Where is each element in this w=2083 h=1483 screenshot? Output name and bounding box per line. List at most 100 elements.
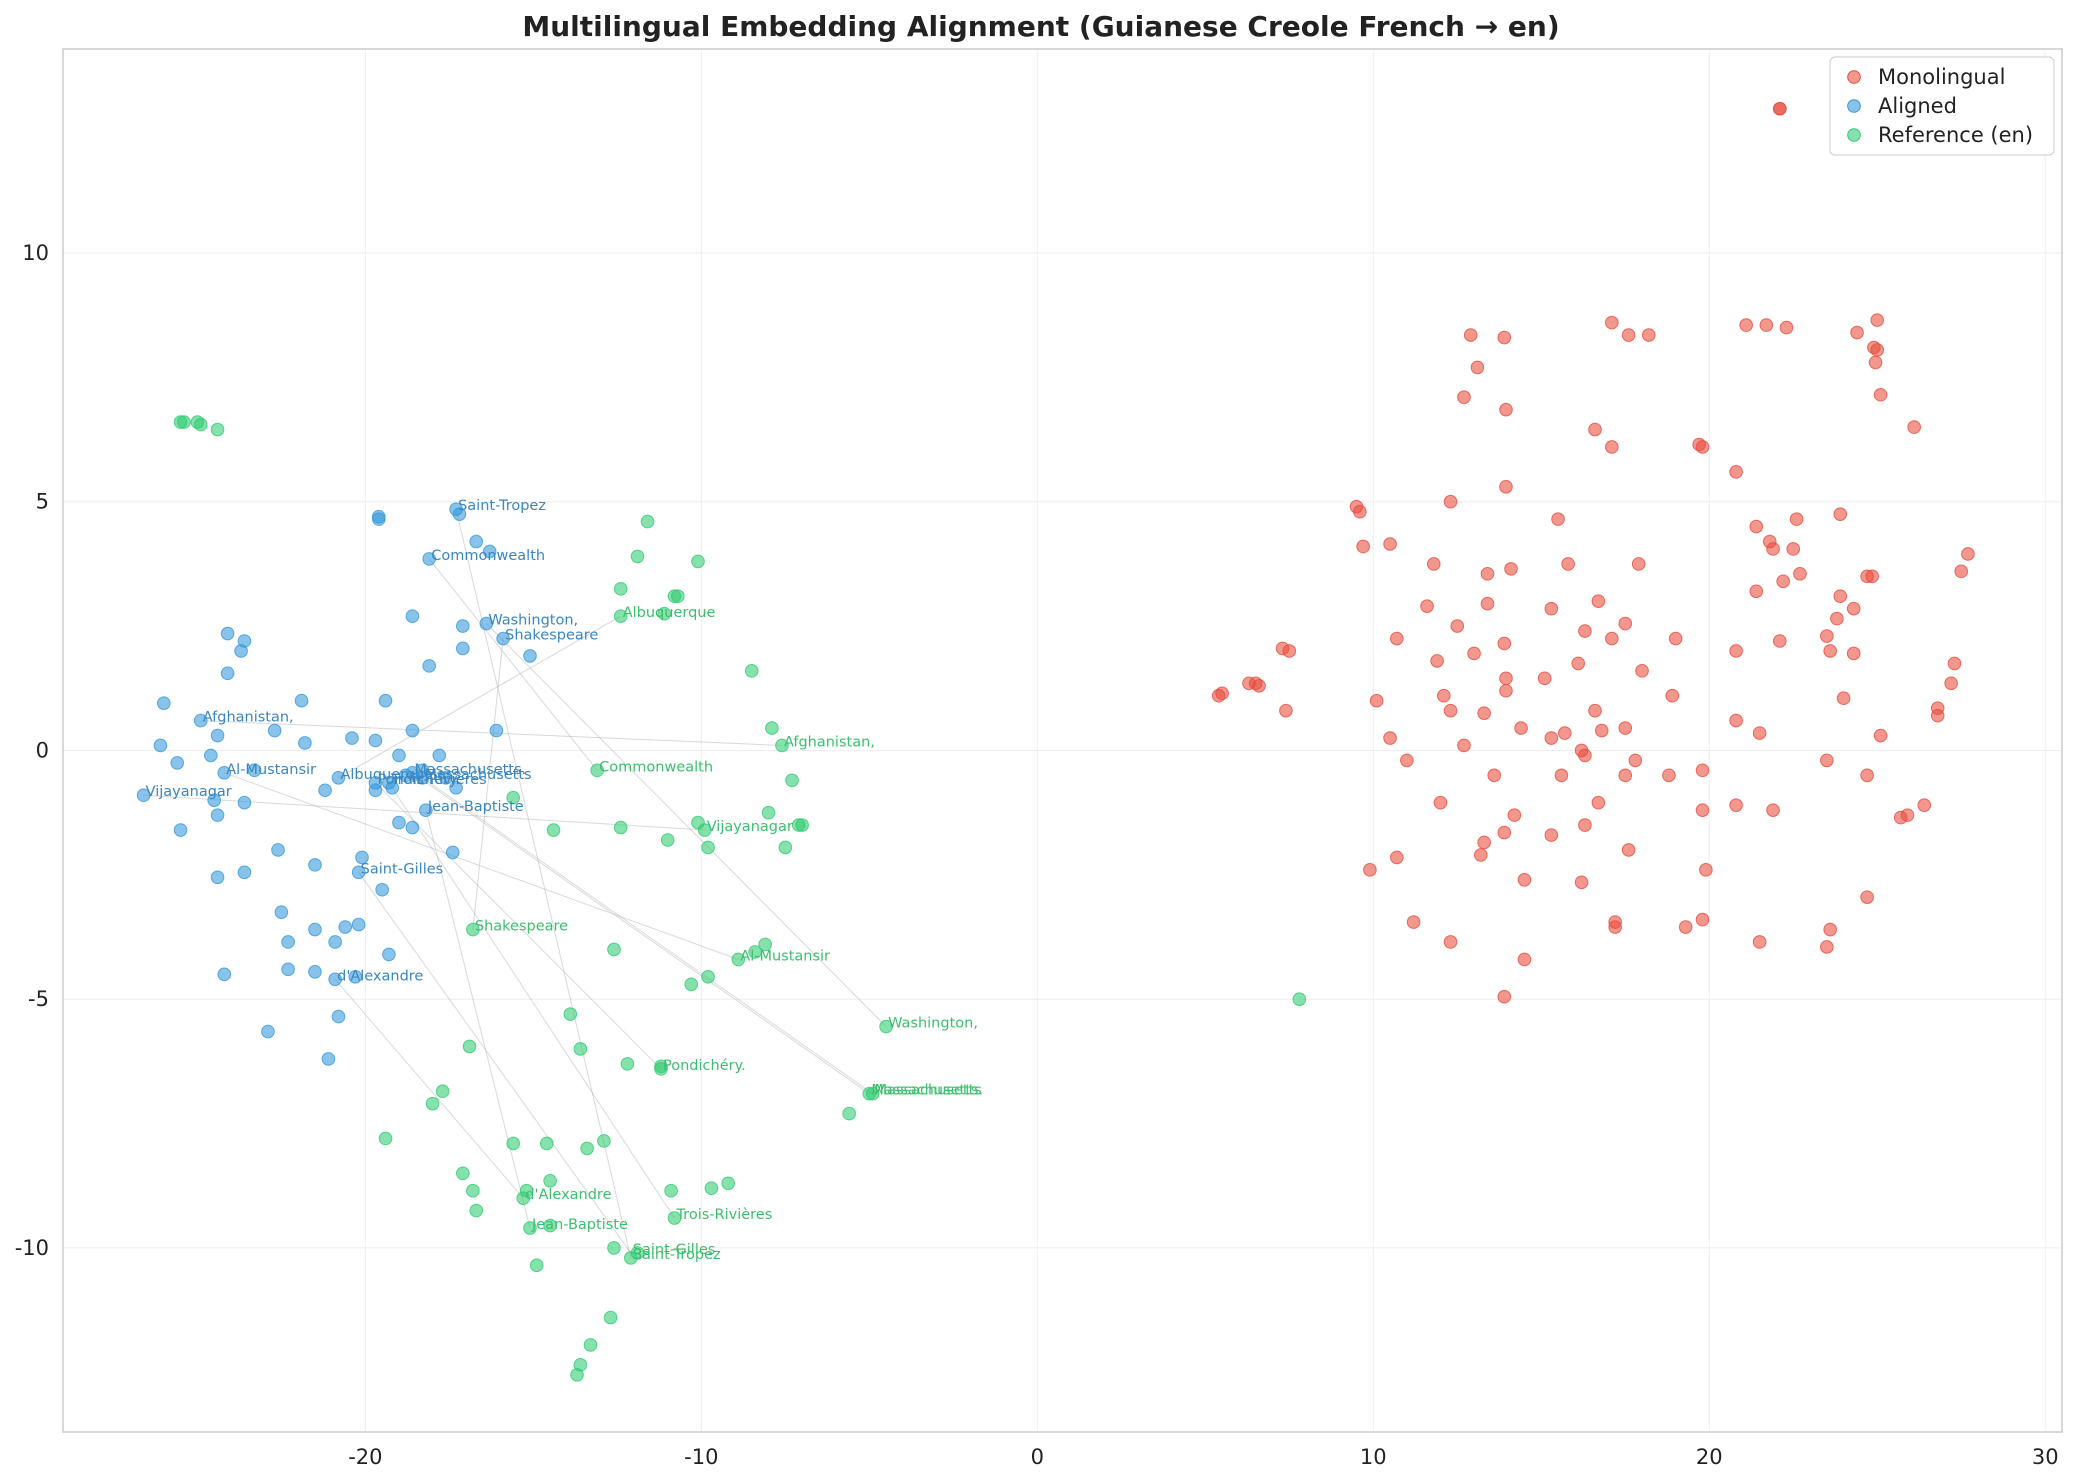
monolingual-point xyxy=(1759,318,1774,332)
monolingual-point xyxy=(1618,721,1633,735)
reference-en-point xyxy=(539,1136,554,1151)
legend-marker xyxy=(1847,128,1861,142)
reference-en-point xyxy=(744,664,759,678)
monolingual-point xyxy=(1618,616,1633,631)
reference-en-point xyxy=(704,1181,719,1196)
reference-en-point xyxy=(613,820,628,835)
reference-en-point xyxy=(667,1211,682,1225)
aligned-point xyxy=(496,631,510,646)
monolingual-point xyxy=(1420,599,1434,613)
monolingual-point xyxy=(1433,795,1448,810)
monolingual-point xyxy=(1605,631,1619,646)
connector-line xyxy=(334,978,524,1199)
monolingual-point xyxy=(1588,703,1602,718)
monolingual-point xyxy=(1426,557,1441,571)
monolingual-point xyxy=(1497,825,1512,840)
monolingual-point xyxy=(1497,330,1512,345)
monolingual-point xyxy=(1467,646,1481,661)
monolingual-point xyxy=(1470,360,1485,375)
reference-en-point xyxy=(660,833,675,847)
monolingual-point xyxy=(1766,803,1780,817)
annotation-label: Vijayanagar xyxy=(707,819,793,835)
reference-en-point xyxy=(697,823,712,837)
monolingual-point xyxy=(1443,494,1458,509)
reference-en-point xyxy=(506,1136,520,1151)
monolingual-point xyxy=(1215,686,1229,701)
annotation-label: Commonwealth xyxy=(431,548,545,564)
aligned-point xyxy=(170,756,185,770)
plot-frame xyxy=(62,48,2063,1433)
reference-en-point xyxy=(466,1183,480,1198)
aligned-point xyxy=(385,780,400,795)
monolingual-point xyxy=(1873,728,1888,743)
aligned-point xyxy=(439,771,453,785)
reference-en-point xyxy=(529,1258,544,1273)
connector-line xyxy=(428,558,598,771)
annotation-label: Commonwealth xyxy=(599,759,713,775)
aligned-point xyxy=(392,748,406,763)
aligned-point xyxy=(210,728,225,743)
aligned-point xyxy=(405,723,420,738)
monolingual-point xyxy=(1695,912,1710,927)
reference-en-point xyxy=(435,1084,450,1099)
reference-en-point xyxy=(842,1106,856,1121)
aligned-point xyxy=(382,947,396,962)
monolingual-point xyxy=(1695,763,1710,778)
reference-en-point xyxy=(590,763,604,778)
monolingual-point xyxy=(1631,557,1646,571)
x-tick-label: 0 xyxy=(1031,1445,1044,1469)
annotation-label: Jean-Baptiste xyxy=(427,799,524,815)
reference-en-point xyxy=(654,1062,668,1076)
monolingual-point xyxy=(1793,567,1807,581)
aligned-point xyxy=(456,619,470,633)
monolingual-point xyxy=(1947,656,1962,671)
aligned-point xyxy=(247,763,262,778)
connector-line xyxy=(388,782,675,1219)
aligned-point xyxy=(375,882,389,897)
monolingual-point xyxy=(1944,676,1958,691)
aligned-point xyxy=(422,659,437,673)
annotation-label: Afghanistan, xyxy=(203,710,294,726)
monolingual-point xyxy=(1514,721,1528,735)
gridlines xyxy=(63,49,2062,1432)
monolingual-point xyxy=(1820,940,1834,954)
monolingual-point xyxy=(1772,101,1787,116)
aligned-point xyxy=(392,815,406,830)
aligned-point xyxy=(136,788,151,803)
aligned-point xyxy=(452,507,467,521)
aligned-point xyxy=(217,766,232,780)
monolingual-point xyxy=(1893,810,1908,825)
connector-line xyxy=(375,782,662,1070)
aligned-point xyxy=(345,731,359,745)
aligned-point xyxy=(415,771,430,785)
monolingual-point xyxy=(1594,723,1609,738)
monolingual-point xyxy=(1517,952,1532,967)
y-tick-label: 0 xyxy=(36,738,49,762)
monolingual-point xyxy=(1499,683,1513,698)
aligned-point xyxy=(348,970,363,984)
monolingual-point xyxy=(1242,676,1256,691)
monolingual-point xyxy=(1766,542,1780,556)
aligned-point xyxy=(271,843,285,857)
annotation-label: Shakespeare xyxy=(475,919,568,935)
aligned-point xyxy=(308,965,322,979)
monolingual-point xyxy=(1605,315,1619,330)
reference-en-point xyxy=(573,1042,588,1056)
legend-label: Aligned xyxy=(1878,94,1957,118)
aligned-point xyxy=(308,858,322,872)
aligned-point xyxy=(193,713,208,728)
aligned-point xyxy=(523,649,537,663)
reference-en-point xyxy=(620,1057,635,1071)
reference-en-point xyxy=(607,942,621,957)
aligned-point xyxy=(372,512,386,526)
reference-en-point xyxy=(865,1086,880,1101)
reference-en-point xyxy=(691,554,705,569)
y-axis-ticks: -10 -5 0 5 10 xyxy=(15,241,49,1260)
monolingual-point xyxy=(1868,355,1883,370)
reference-en-point xyxy=(563,1007,578,1021)
aligned-point xyxy=(234,644,248,658)
monolingual-point xyxy=(1729,713,1743,728)
aligned-point xyxy=(368,783,383,798)
